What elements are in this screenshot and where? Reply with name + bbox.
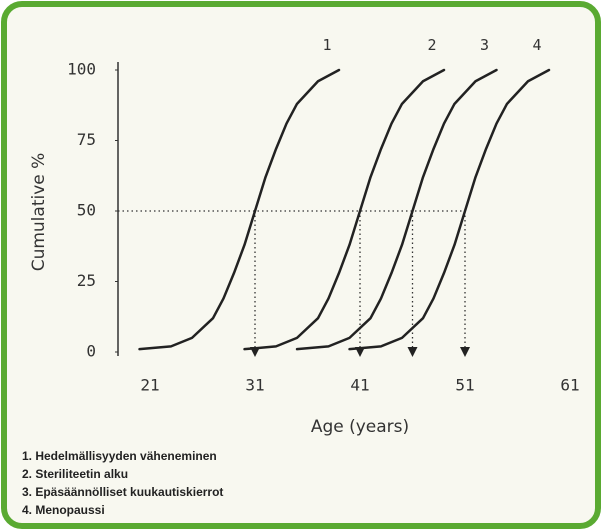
y-tick-label: 100 [67,60,96,79]
legend-entry: 4. Menopaussi [22,503,105,517]
x-tick-label: 61 [560,376,579,395]
legend-entry: 3. Epäsäännölliset kuukautiskierrot [22,485,223,499]
y-tick-label: 75 [77,130,96,149]
series-line [138,68,341,351]
x-tick-label: 41 [350,376,369,395]
x-axis-title: Age (years) [311,417,409,437]
y-tick-label: 25 [77,271,96,290]
legend-entry: 1. Hedelmällisyyden väheneminen [22,449,217,463]
series-line [295,68,498,351]
drop-arrow [407,347,418,357]
series-label: 4 [532,36,541,54]
y-axis-title: Cumulative % [29,153,49,272]
drop-arrow [460,347,470,357]
series-label: 3 [480,36,489,54]
series-line [348,68,551,351]
x-tick-label: 51 [455,376,474,395]
x-tick-label: 31 [245,376,264,395]
legend-entry: 2. Steriliteetin alku [22,467,128,481]
y-tick-label: 50 [77,201,96,220]
series-label: 1 [322,36,331,54]
series-line [243,68,446,351]
series-label: 2 [427,36,436,54]
y-tick-label: 0 [86,342,96,361]
x-tick-label: 21 [140,376,159,395]
